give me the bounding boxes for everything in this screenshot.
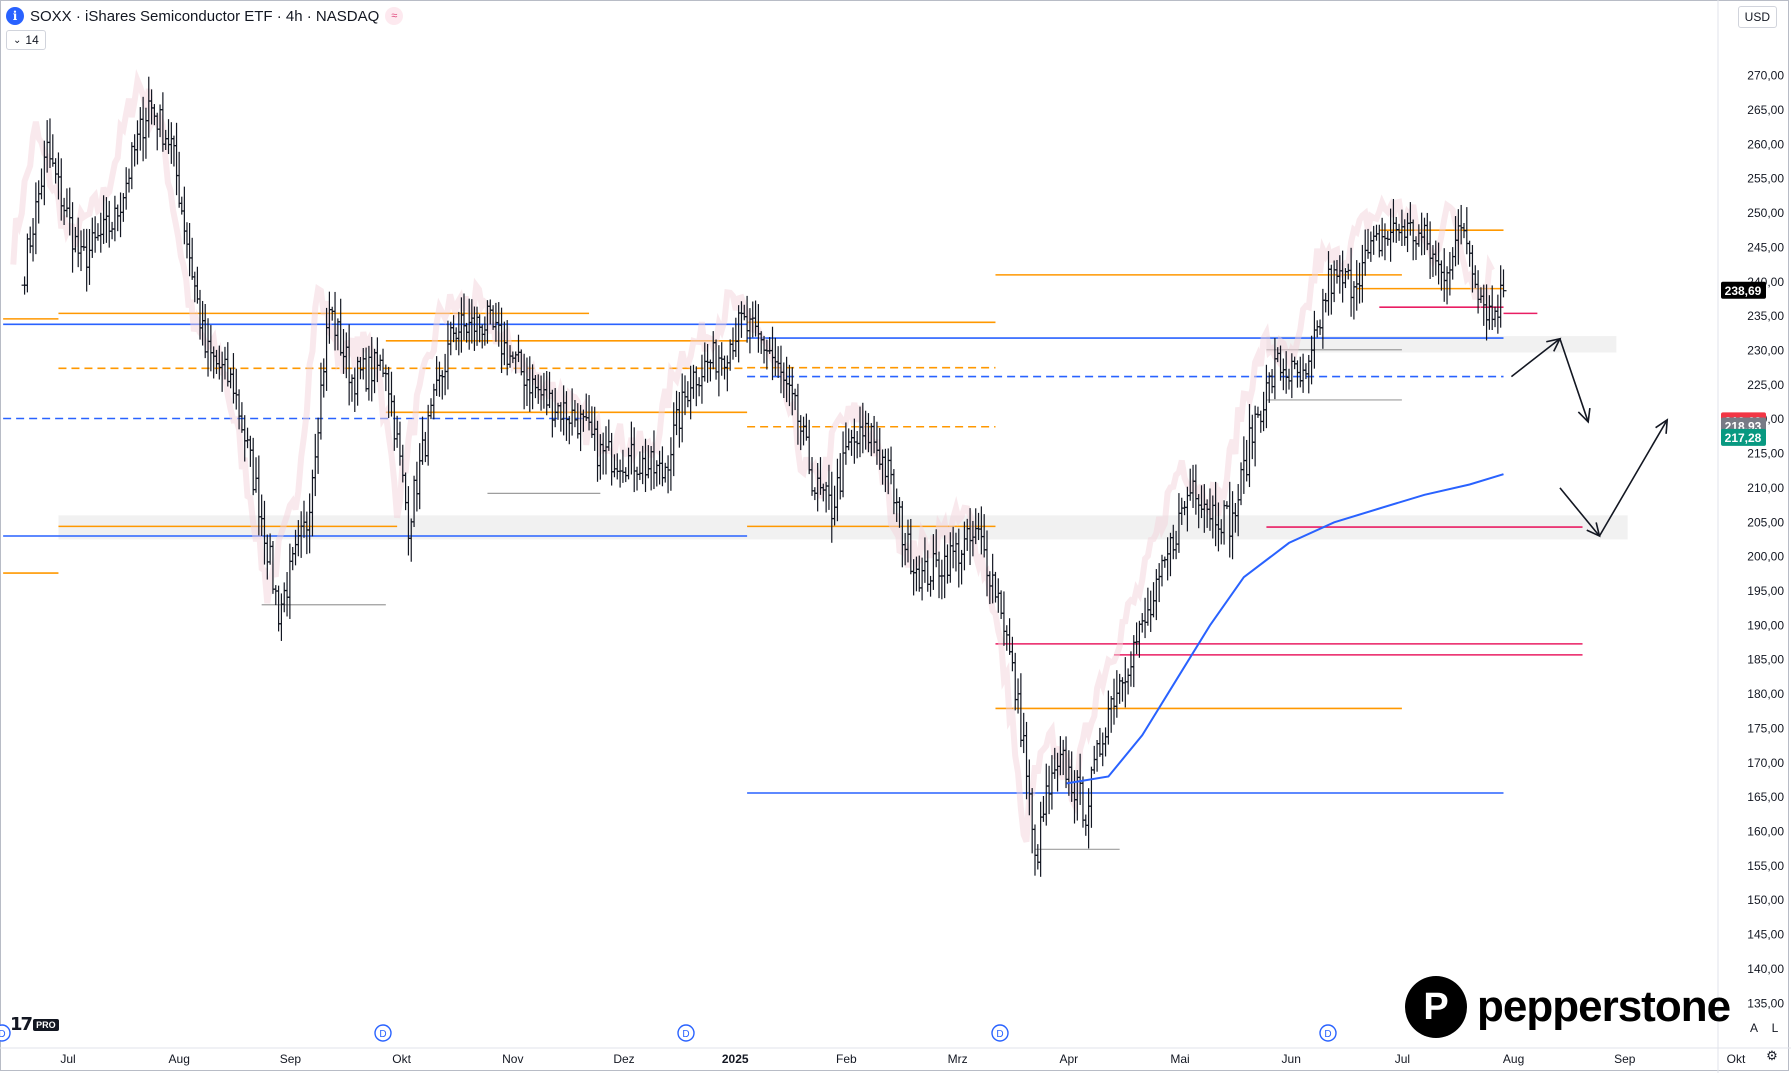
price-badge <box>1721 428 1766 446</box>
x-tick-label: Aug <box>1503 1052 1524 1066</box>
price-badge <box>1721 281 1766 299</box>
pro-badge: PRO <box>33 1018 59 1031</box>
currency-selector[interactable]: USD <box>1737 6 1777 28</box>
y-tick-label: 225,00 <box>1747 378 1784 392</box>
projection-arrow <box>1559 338 1589 423</box>
y-tick-label: 140,00 <box>1747 962 1784 976</box>
y-tick-label: 190,00 <box>1747 618 1784 632</box>
dividend-marker <box>991 1024 1009 1042</box>
indicator-toggle[interactable]: ⌄ 14 <box>6 30 46 50</box>
info-icon[interactable]: i <box>6 7 24 25</box>
y-tick-label: 165,00 <box>1747 790 1784 804</box>
ema-ribbon <box>10 68 1495 843</box>
projection-arrow <box>1510 338 1561 378</box>
dividend-marker-label: D <box>682 1029 689 1040</box>
symbol-title: SOXX · iShares Semiconductor ETF · 4h · … <box>30 7 380 25</box>
y-tick-label: 250,00 <box>1747 206 1784 220</box>
support-zone <box>1266 336 1617 353</box>
y-tick-label: 135,00 <box>1747 996 1784 1010</box>
x-tick-label: 2025 <box>722 1052 749 1066</box>
moving-average-line <box>1066 473 1504 785</box>
x-tick-label: Okt <box>392 1052 411 1066</box>
y-tick-label: 235,00 <box>1747 309 1784 323</box>
x-tick-label: Dez <box>613 1052 634 1066</box>
x-tick-label: Nov <box>502 1052 523 1066</box>
tradingview-mark: 17 <box>10 1014 33 1035</box>
y-tick-label: 150,00 <box>1747 893 1784 907</box>
dividend-marker-label: D <box>1324 1029 1331 1040</box>
y-tick-label: 195,00 <box>1747 584 1784 598</box>
broker-name: pepperstone <box>1477 982 1731 1031</box>
x-tick-label: Okt <box>1727 1052 1746 1066</box>
price-badge-label: 238,69 <box>1725 284 1762 298</box>
y-tick-label: 205,00 <box>1747 515 1784 529</box>
dividend-marker-label: D <box>996 1029 1003 1040</box>
status-icon[interactable]: ≈ <box>385 7 404 25</box>
y-tick-label: 230,00 <box>1747 343 1784 357</box>
projection-arrow <box>1598 419 1668 537</box>
broker-branding: P pepperstone <box>1405 976 1731 1038</box>
log-scale-button[interactable]: L <box>1771 1021 1779 1035</box>
dividend-marker <box>0 1024 11 1042</box>
indicator-count: 14 <box>25 33 39 47</box>
projection-arrow-head <box>1577 407 1591 424</box>
chevron-down-icon: ⌄ <box>13 34 22 46</box>
x-tick-label: Aug <box>169 1052 190 1066</box>
y-tick-label: 210,00 <box>1747 481 1784 495</box>
y-tick-label: 175,00 <box>1747 721 1784 735</box>
y-tick-label: 255,00 <box>1747 172 1784 186</box>
auto-scale-button[interactable]: A <box>1749 1021 1758 1035</box>
projection-arrow <box>1559 487 1601 537</box>
y-tick-label: 200,00 <box>1747 550 1784 564</box>
dividend-marker <box>677 1024 695 1042</box>
tradingview-logo[interactable]: 17 PRO <box>10 1014 59 1035</box>
x-tick-label: Jul <box>1395 1052 1410 1066</box>
y-tick-label: 170,00 <box>1747 756 1784 770</box>
y-tick-label: 270,00 <box>1747 69 1784 83</box>
y-tick-label: 260,00 <box>1747 137 1784 151</box>
x-tick-label: Sep <box>1614 1052 1636 1066</box>
y-tick-label: 155,00 <box>1747 859 1784 873</box>
gear-icon[interactable]: ⚙ <box>1766 1048 1778 1063</box>
x-tick-label: Apr <box>1059 1052 1078 1066</box>
x-tick-label: Mai <box>1170 1052 1189 1066</box>
dividend-marker-label: D <box>379 1029 386 1040</box>
y-tick-label: 215,00 <box>1747 447 1784 461</box>
pepperstone-logo-icon: P <box>1405 976 1467 1038</box>
x-tick-label: Mrz <box>948 1052 968 1066</box>
y-tick-label: 180,00 <box>1747 687 1784 701</box>
projection-arrow-head <box>1655 418 1669 434</box>
x-tick-label: Sep <box>280 1052 302 1066</box>
x-tick-label: Jun <box>1282 1052 1301 1066</box>
dividend-marker <box>374 1024 392 1042</box>
price-badge-label: 217,28 <box>1725 431 1762 445</box>
dividend-marker-label: D <box>0 1029 6 1040</box>
y-tick-label: 145,00 <box>1747 928 1784 942</box>
y-tick-label: 265,00 <box>1747 103 1784 117</box>
chart-header: i SOXX · iShares Semiconductor ETF · 4h … <box>6 6 404 26</box>
y-tick-label: 245,00 <box>1747 240 1784 254</box>
y-tick-label: 185,00 <box>1747 653 1784 667</box>
x-tick-label: Feb <box>836 1052 857 1066</box>
y-tick-label: 160,00 <box>1747 824 1784 838</box>
dividend-marker <box>1319 1024 1337 1042</box>
x-tick-label: Jul <box>60 1052 75 1066</box>
